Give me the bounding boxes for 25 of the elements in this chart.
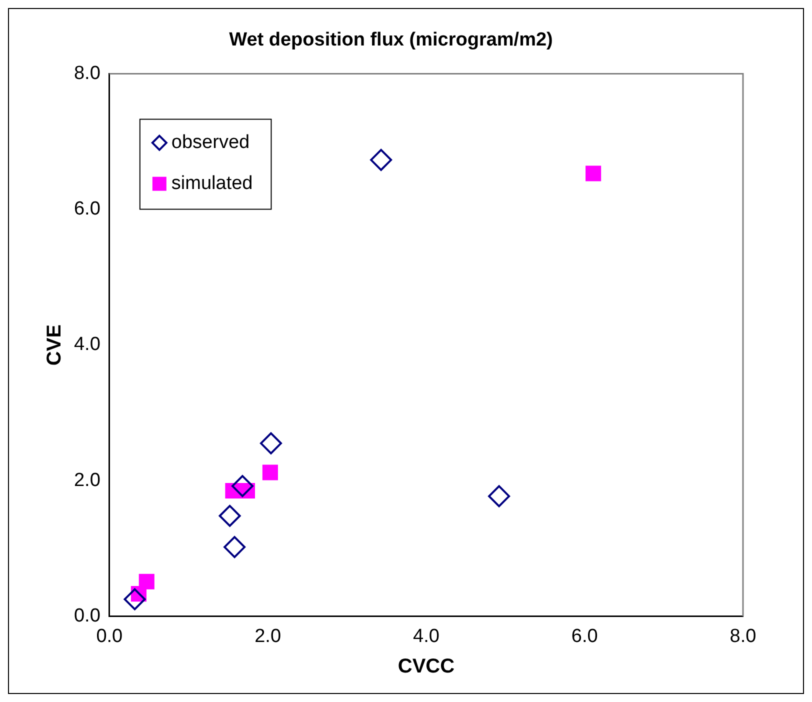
point	[231, 475, 254, 498]
point	[262, 464, 278, 480]
point	[260, 432, 282, 454]
y-tick-label: 6.0	[74, 198, 100, 220]
point	[218, 504, 241, 527]
chart-title: Wet deposition flux (microgram/m2)	[229, 30, 553, 51]
y-tick-label: 2.0	[74, 470, 100, 491]
x-tick-label: 4.0	[412, 626, 440, 647]
y-tick-label: 4.0	[74, 334, 100, 356]
y-axis-title: CVE	[44, 324, 66, 366]
point	[370, 148, 392, 171]
legend-label: simulated	[171, 173, 253, 194]
point	[138, 574, 154, 590]
x-tick-label: 6.0	[571, 626, 598, 647]
point	[488, 485, 510, 508]
point	[586, 166, 602, 182]
y-tick-label: 8.0	[74, 63, 100, 84]
legend-label: observed	[171, 132, 250, 154]
x-tick-label: 8.0	[730, 626, 756, 647]
x-axis-title: CVCC	[398, 656, 455, 678]
x-tick-label: 0.0	[96, 626, 123, 647]
point	[124, 588, 146, 610]
point	[224, 536, 246, 558]
y-tick-label: 0.0	[74, 605, 100, 626]
x-tick-label: 2.0	[254, 626, 282, 647]
